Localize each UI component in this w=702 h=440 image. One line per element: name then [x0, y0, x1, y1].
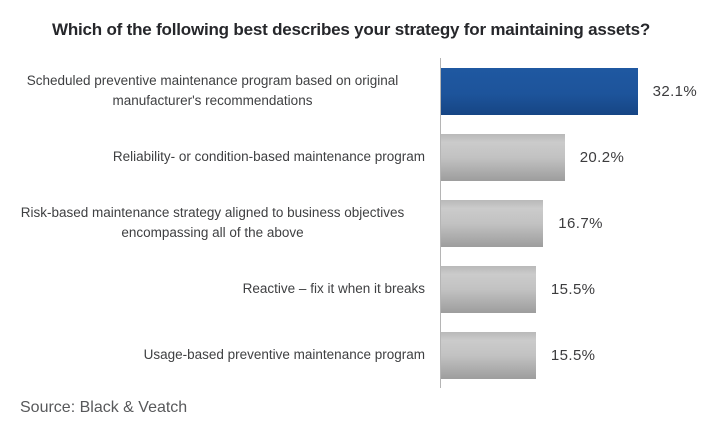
category-label: Reactive – fix it when it breaks	[242, 281, 425, 297]
value-label: 20.2%	[579, 148, 625, 166]
bar	[441, 133, 565, 181]
category-label-cell: Reactive – fix it when it breaks	[0, 256, 440, 322]
category-label-cell: Scheduled preventive maintenance program…	[0, 58, 440, 124]
bar-cell: 15.5%	[440, 322, 702, 388]
category-label-cell: Reliability- or condition-based maintena…	[0, 124, 440, 190]
bar	[441, 199, 544, 247]
bar	[441, 331, 536, 379]
category-label: Scheduled preventive maintenance program…	[26, 73, 399, 108]
value-label: 15.5%	[550, 280, 596, 298]
chart-row: Reactive – fix it when it breaks 15.5%	[0, 256, 702, 322]
source-attribution: Source: Black & Veatch	[20, 399, 188, 416]
category-label: Usage-based preventive maintenance progr…	[143, 347, 425, 363]
chart-row: Scheduled preventive maintenance program…	[0, 58, 702, 124]
chart-title: Which of the following best describes yo…	[51, 20, 651, 39]
chart-row: Risk-based maintenance strategy aligned …	[0, 190, 702, 256]
category-label-cell: Usage-based preventive maintenance progr…	[0, 322, 440, 388]
bar-cell: 20.2%	[440, 124, 702, 190]
bar-highlighted	[441, 67, 638, 115]
value-label: 32.1%	[652, 82, 698, 100]
bar-cell: 16.7%	[440, 190, 702, 256]
value-label: 15.5%	[550, 346, 596, 364]
bar	[441, 265, 536, 313]
category-label: Risk-based maintenance strategy aligned …	[20, 205, 405, 240]
bar-chart: Scheduled preventive maintenance program…	[0, 58, 702, 388]
chart-row: Reliability- or condition-based maintena…	[0, 124, 702, 190]
chart-row: Usage-based preventive maintenance progr…	[0, 322, 702, 388]
value-label: 16.7%	[558, 214, 603, 232]
bar-cell: 32.1%	[440, 58, 702, 124]
bar-cell: 15.5%	[440, 256, 702, 322]
category-label: Reliability- or condition-based maintena…	[112, 149, 425, 165]
category-label-cell: Risk-based maintenance strategy aligned …	[0, 190, 440, 256]
